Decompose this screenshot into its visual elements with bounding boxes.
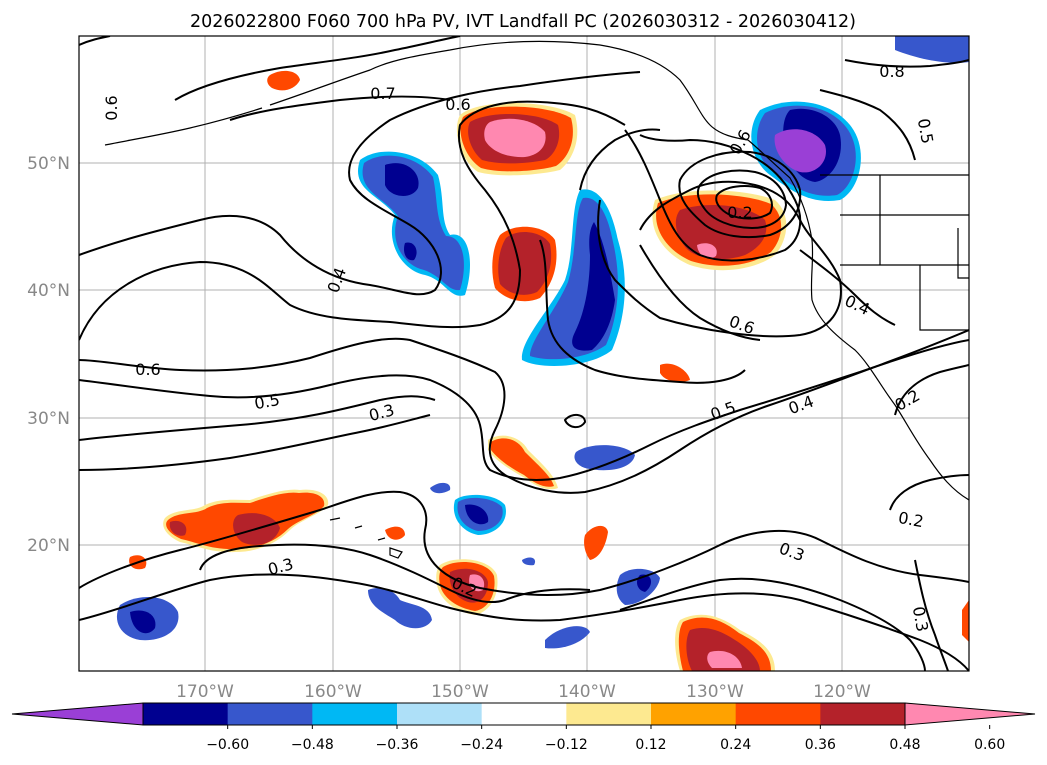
contour-label: 0.6 [445, 95, 470, 114]
contour-line [597, 180, 842, 338]
contour-line [79, 71, 641, 296]
figure-title: 2026022800 F060 700 hPa PV, IVT Landfall… [190, 12, 856, 32]
colorbar-tick-label: 0.36 [805, 737, 836, 753]
colorbar-segment [143, 703, 229, 725]
contour-line [79, 329, 969, 494]
contour-line [229, 95, 451, 121]
contour-label: 0.7 [370, 84, 395, 103]
colorbar-extend-min [11, 702, 144, 726]
colorbar-segment [735, 703, 821, 725]
latitude-labels: 50°N 40°N 30°N 20°N [27, 154, 70, 556]
contour-line [844, 59, 969, 68]
alaska-coast [269, 40, 749, 141]
contour-label: 0.5 [914, 117, 937, 145]
colorbar-tick-label: −0.24 [460, 737, 503, 753]
colorbar-tick-label: 0.12 [635, 737, 666, 753]
lon-label-120w: 120°W [813, 682, 871, 702]
contour-line [79, 395, 436, 441]
contour-line [715, 185, 773, 220]
contour-label: 0.6 [102, 95, 121, 120]
ivt-contours [79, 36, 969, 671]
colorbar-tick-label: −0.12 [545, 737, 588, 753]
lat-label-40n: 40°N [27, 281, 70, 301]
colorbar-segment [820, 703, 906, 725]
pv-positive-mid-blob [492, 226, 557, 302]
state-borders [840, 175, 969, 331]
colorbar-segment [651, 703, 737, 725]
lat-label-50n: 50°N [27, 154, 70, 174]
contour-label: 0.2 [897, 508, 925, 531]
lon-label-130w: 130°W [686, 682, 744, 702]
contour-line [174, 36, 461, 101]
hawaii-islands [329, 517, 403, 559]
north-america-west-coast [747, 139, 969, 501]
colorbar-tick-label: 0.48 [889, 737, 920, 753]
colorbar-tick-label: 0.24 [720, 737, 751, 753]
pv-negative-small-blobs [116, 445, 660, 649]
contour-label: 0.8 [879, 62, 904, 81]
pv-positive-south-blobs [267, 70, 969, 671]
colorbar-ticks: −0.60 −0.48 −0.36 −0.24 −0.12 0.12 0.24 0.36 0.4… [206, 725, 1005, 753]
contour-line [914, 559, 949, 671]
contour-line [696, 169, 788, 230]
aleutian-chain [104, 107, 263, 146]
colorbar-segments [11, 702, 1036, 726]
contour-label: 0.2 [727, 203, 752, 222]
contour-line [79, 414, 431, 471]
lon-label-170w: 170°W [176, 682, 234, 702]
contour-line [819, 89, 916, 161]
contour-line [889, 474, 969, 511]
contour-line [539, 239, 746, 384]
colorbar: −0.60 −0.48 −0.36 −0.24 −0.12 0.12 0.24 0.36 0.4… [11, 702, 1036, 753]
contour-line [79, 490, 969, 597]
colorbar-segment [227, 703, 313, 725]
colorbar-tick-label: −0.48 [291, 737, 334, 753]
contour-line [79, 573, 969, 671]
colorbar-outline [142, 702, 906, 726]
colorbar-tick-label: 0.60 [974, 737, 1005, 753]
map-frame [78, 35, 970, 672]
contour-line [79, 339, 969, 481]
lat-label-20n: 20°N [27, 536, 70, 556]
pv-negative-top-right [895, 36, 969, 63]
contour-label: 0.6 [135, 360, 160, 379]
lon-label-150w: 150°W [431, 682, 489, 702]
lat-label-30n: 30°N [27, 409, 70, 429]
contour-line [894, 364, 969, 416]
contour-line [199, 543, 591, 603]
contour-line [79, 100, 626, 341]
colorbar-segment [312, 703, 398, 725]
contour-line [579, 128, 661, 191]
lon-label-140w: 140°W [558, 682, 616, 702]
pv-positive-hawaii-chain [129, 489, 405, 570]
map-content: 0.6 0.7 0.6 0.8 0.5 0.6 0.4 0.6 0.2 0.6 … [79, 36, 969, 671]
colorbar-segment [481, 703, 567, 725]
contour-line [563, 414, 587, 428]
pv-positive-north-blob [456, 102, 578, 176]
colorbar-segment [566, 703, 652, 725]
contour-line [624, 129, 802, 262]
colorbar-segment [397, 703, 483, 725]
contour-label: 0.3 [909, 605, 932, 633]
colorbar-extend-max [904, 702, 1036, 726]
coastlines [104, 40, 969, 559]
longitude-labels: 170°W 160°W 150°W 140°W 130°W 120°W [176, 682, 871, 702]
colorbar-tick-label: −0.60 [206, 737, 249, 753]
contour-line [619, 577, 926, 671]
contour-line [799, 249, 896, 326]
contour-line [678, 150, 802, 239]
contour-label: 0.5 [253, 390, 281, 413]
contour-line [639, 244, 761, 341]
colorbar-tick-label: −0.36 [376, 737, 419, 753]
lon-label-160w: 160°W [304, 682, 362, 702]
